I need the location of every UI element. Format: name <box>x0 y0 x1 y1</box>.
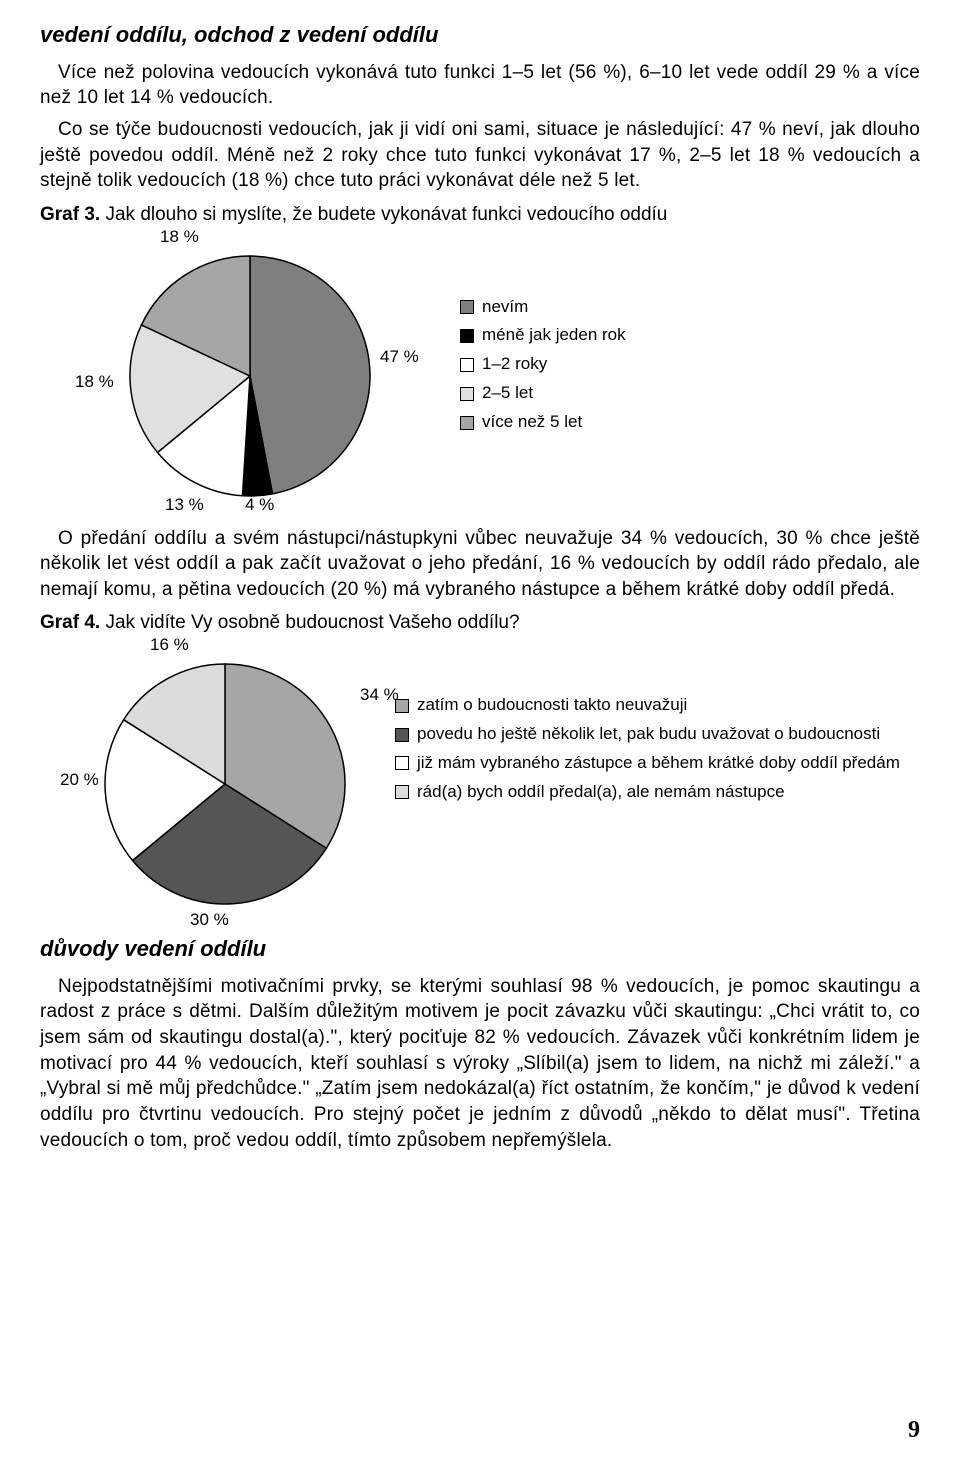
legend-item: rád(a) bych oddíl předal(a), ale nemám n… <box>395 781 900 804</box>
chart3-title-rest: Jak dlouho si myslíte, že budete vykonáv… <box>100 204 667 225</box>
legend-swatch <box>395 756 409 770</box>
pie-slice-label: 13 % <box>165 494 204 517</box>
chart-legend: zatím o budoucnosti takto neuvažuji poved… <box>395 694 900 810</box>
legend-label: zatím o budoucnosti takto neuvažuji <box>417 694 687 717</box>
chart4-title-bold: Graf 4. <box>40 612 100 633</box>
chart-legend: nevím méně jak jeden rok 1–2 roky 2–5 let ví… <box>460 296 626 441</box>
chart3-title: Graf 3. Jak dlouho si myslíte, že budete… <box>40 202 920 228</box>
chart4-pie: 16 %34 %20 %30 %zatím o budoucnosti takt… <box>40 644 920 924</box>
pie-slice-label: 20 % <box>60 769 99 792</box>
legend-swatch <box>395 785 409 799</box>
legend-label: nevím <box>482 296 528 319</box>
section-heading: vedení oddílu, odchod z vedení oddílu <box>40 20 920 50</box>
legend-label: rád(a) bych oddíl předal(a), ale nemám n… <box>417 781 785 804</box>
pie-slice-label: 4 % <box>245 494 274 517</box>
paragraph: Více než polovina vedoucích vykonává tut… <box>40 60 920 111</box>
legend-swatch <box>460 416 474 430</box>
legend-label: méně jak jeden rok <box>482 324 626 347</box>
legend-item: zatím o budoucnosti takto neuvažuji <box>395 694 900 717</box>
legend-item: více než 5 let <box>460 411 626 434</box>
legend-swatch <box>395 728 409 742</box>
legend-label: 1–2 roky <box>482 353 547 376</box>
legend-item: již mám vybraného zástupce a během krátk… <box>395 752 900 775</box>
chart4-title: Graf 4. Jak vidíte Vy osobně budoucnost … <box>40 610 920 636</box>
paragraph: Co se týče budoucnosti vedoucích, jak ji… <box>40 117 920 194</box>
legend-item: povedu ho ještě několik let, pak budu uv… <box>395 723 900 746</box>
chart3-title-bold: Graf 3. <box>40 204 100 225</box>
chart3-pie: 18 %18 %47 %13 %4 %nevímméně jak jeden r… <box>40 236 920 516</box>
legend-swatch <box>395 699 409 713</box>
pie-slice-label: 18 % <box>75 371 114 394</box>
legend-item: méně jak jeden rok <box>460 324 626 347</box>
pie-slice-label: 30 % <box>190 909 229 932</box>
section-heading: důvody vedení oddílu <box>40 934 920 964</box>
legend-label: povedu ho ještě několik let, pak budu uv… <box>417 723 880 746</box>
chart4-title-rest: Jak vidíte Vy osobně budoucnost Vašeho o… <box>100 612 519 633</box>
pie-slice-label: 18 % <box>160 226 199 249</box>
pie-slice-label: 16 % <box>150 634 189 657</box>
legend-swatch <box>460 358 474 372</box>
paragraph: O předání oddílu a svém nástupci/nástupk… <box>40 526 920 603</box>
legend-label: již mám vybraného zástupce a během krátk… <box>417 752 900 775</box>
legend-swatch <box>460 300 474 314</box>
legend-item: nevím <box>460 296 626 319</box>
legend-item: 2–5 let <box>460 382 626 405</box>
legend-label: 2–5 let <box>482 382 533 405</box>
legend-item: 1–2 roky <box>460 353 626 376</box>
legend-swatch <box>460 387 474 401</box>
pie-slice-label: 47 % <box>380 346 419 369</box>
paragraph: Nejpodstatnějšími motivačními prvky, se … <box>40 974 920 1153</box>
legend-swatch <box>460 329 474 343</box>
pie-slice-label: 34 % <box>360 684 399 707</box>
legend-label: více než 5 let <box>482 411 582 434</box>
page-number: 9 <box>908 1414 920 1446</box>
